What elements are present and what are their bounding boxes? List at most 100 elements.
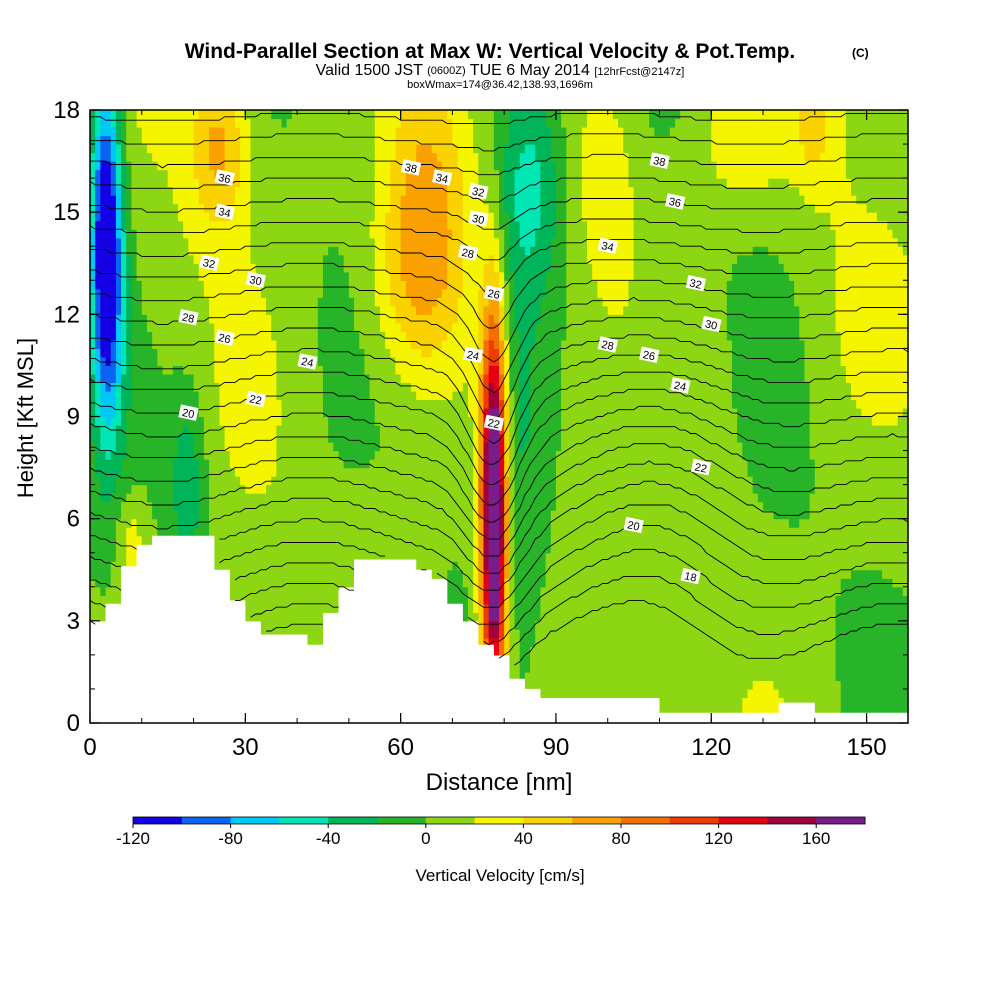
w-cell [297,263,303,273]
w-cell [478,297,485,307]
w-cell [183,127,189,137]
w-cell [286,212,293,222]
w-cell [447,254,454,264]
w-cell [162,220,169,230]
w-cell [188,339,195,349]
w-cell [307,637,314,647]
w-cell [307,501,314,511]
w-cell [395,365,402,375]
w-cell [95,510,101,520]
w-cell [488,510,495,520]
w-cell [162,442,169,452]
w-cell [136,331,143,341]
w-cell [198,467,205,477]
w-cell [157,271,164,281]
w-cell [157,263,164,273]
w-cell [136,365,143,375]
w-cell [328,288,334,298]
w-cell [328,348,334,358]
w-cell [343,237,350,247]
w-cell [271,459,277,469]
w-cell [136,535,143,545]
w-cell [121,178,127,188]
w-cell [452,450,459,460]
w-cell [426,297,433,307]
w-cell [291,144,298,154]
w-cell [146,493,153,503]
w-cell [178,373,184,384]
w-cell [152,288,158,298]
w-cell [483,399,490,409]
w-cell [276,561,283,571]
w-cell [379,246,386,256]
w-cell [219,365,226,375]
w-cell [255,203,262,213]
w-cell [110,552,117,562]
w-cell [499,305,505,315]
w-cell [405,110,412,120]
w-cell [302,450,309,460]
w-cell [240,203,246,213]
w-cell [297,450,303,460]
w-cell [250,161,257,171]
w-cell [364,373,371,384]
w-cell [224,288,231,298]
w-cell [162,288,169,298]
w-cell [110,527,117,537]
w-cell [369,382,376,392]
w-cell [286,425,293,435]
w-cell [121,144,127,154]
w-cell [483,535,490,545]
w-cell [509,169,516,179]
w-cell [312,459,319,469]
w-cell [240,561,246,571]
w-cell [255,569,262,579]
w-cell [322,501,329,511]
w-cell [136,399,143,409]
w-cell [473,586,479,596]
w-cell [473,237,479,247]
w-cell [203,246,210,256]
w-cell [172,425,179,435]
w-cell [519,348,526,358]
w-cell [245,135,252,145]
w-cell [240,246,246,256]
w-cell [286,612,293,622]
w-cell [167,373,174,384]
w-cell [250,510,257,520]
w-cell [473,110,479,120]
w-cell [121,314,127,324]
w-cell [105,467,112,477]
w-cell [291,544,298,554]
w-cell [302,271,309,281]
w-cell [493,135,500,145]
w-cell [115,169,122,179]
w-cell [369,288,376,298]
w-cell [286,442,293,452]
w-cell [405,280,412,290]
w-cell [198,229,205,239]
w-cell [509,186,516,196]
w-cell [416,382,422,392]
w-cell [100,467,107,477]
w-cell [338,356,345,367]
w-cell [121,407,127,418]
w-cell [95,178,101,188]
w-cell [442,390,448,401]
w-cell [488,450,495,460]
w-cell [514,595,521,605]
w-cell [100,169,107,179]
w-cell [359,118,365,128]
w-cell [105,561,112,571]
w-cell [338,467,345,477]
w-cell [234,314,241,324]
w-cell [431,331,438,341]
w-cell [302,365,309,375]
w-cell [95,467,101,477]
w-cell [172,195,179,205]
w-cell [317,152,324,162]
w-cell [421,280,428,290]
w-cell [395,237,402,247]
w-cell [499,169,505,179]
w-cell [421,356,428,367]
